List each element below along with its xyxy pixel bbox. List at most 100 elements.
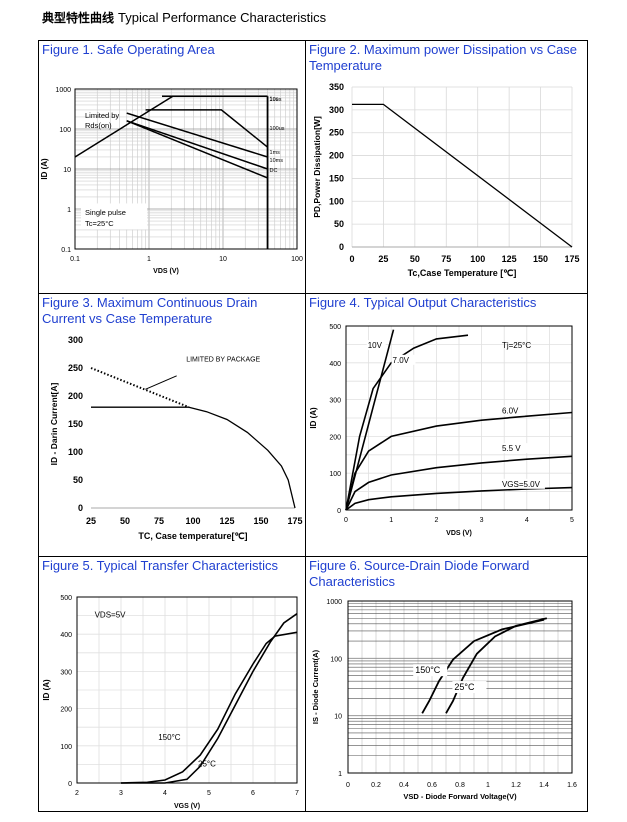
figure-1-cell: Figure 1. Safe Operating Area 0.1 1 10 100 0… bbox=[38, 40, 306, 294]
figure-3-cell: Figure 3. Maximum Continuous Drain Curre… bbox=[38, 293, 306, 557]
id-y-tick: 250 bbox=[68, 363, 83, 373]
id-annotation-arrow bbox=[145, 375, 177, 390]
id-x-tick: 25 bbox=[86, 516, 96, 526]
out-y-tick: 200 bbox=[329, 434, 341, 441]
id-y-tick: 150 bbox=[68, 419, 83, 429]
id-annotation: LIMITED BY PACKAGE bbox=[186, 356, 260, 363]
soa-x-tick: 1 bbox=[147, 256, 151, 263]
figure-2-cell: Figure 2. Maximum power Dissipation vs C… bbox=[305, 40, 588, 294]
tr-y-tick: 100 bbox=[60, 744, 72, 751]
figure-6-chart: 0 0.2 0.4 0.6 0.8 1 1.2 1.4 1.6 1 10 100 1000 VSD - D… bbox=[311, 599, 577, 801]
figure-5-caption: Figure 5. Typical Transfer Characteristi… bbox=[42, 558, 279, 573]
soa-series-label: 10us bbox=[270, 97, 282, 103]
id-y-tick: 100 bbox=[68, 447, 83, 457]
soa-series-label: DC bbox=[270, 168, 278, 174]
out-series-label: 10V bbox=[368, 341, 383, 350]
pd-x-label: Tc,Case Temperature [℃] bbox=[408, 268, 517, 278]
tr-x-tick: 6 bbox=[251, 790, 255, 797]
id-y-label: ID - Darin Current[A] bbox=[49, 383, 59, 466]
pd-x-tick: 150 bbox=[533, 254, 548, 264]
soa-series-DC bbox=[126, 120, 268, 179]
di-x-tick: 0.2 bbox=[371, 782, 381, 789]
pd-y-tick: 150 bbox=[329, 173, 344, 183]
out-label-bg bbox=[391, 354, 416, 365]
di-x-tick: 1.4 bbox=[539, 782, 549, 789]
out-series-VGS=5.0V bbox=[345, 486, 573, 511]
di-y-tick: 100 bbox=[330, 656, 342, 663]
id-x-tick: 125 bbox=[219, 516, 234, 526]
id-x-tick: 175 bbox=[287, 516, 302, 526]
figure-3-caption: Figure 3. Maximum Continuous Drain Curre… bbox=[42, 295, 258, 326]
out-x-tick: 5 bbox=[570, 517, 574, 524]
soa-series-label: 1us bbox=[270, 97, 279, 103]
pd-y-tick: 350 bbox=[329, 82, 344, 92]
soa-annotation: Rds(on) bbox=[85, 121, 112, 130]
pd-y-tick: 300 bbox=[329, 105, 344, 115]
tr-x-tick: 5 bbox=[207, 790, 211, 797]
out-series-7.0V bbox=[345, 334, 469, 511]
di-y-tick: 10 bbox=[334, 714, 342, 721]
tr-y-tick: 400 bbox=[60, 632, 72, 639]
tr-y-tick: 200 bbox=[60, 707, 72, 714]
pd-x-tick: 50 bbox=[410, 254, 420, 264]
soa-series-label: 1ms bbox=[270, 150, 281, 156]
soa-annotation: Tc=25°C bbox=[85, 219, 114, 228]
id-y-tick: 300 bbox=[68, 335, 83, 345]
out-series-label: 6.0V bbox=[502, 407, 519, 416]
out-series-label: VGS=5.0V bbox=[502, 480, 541, 489]
soa-series-label: 100us bbox=[270, 126, 285, 132]
pd-y-label: PD,Power Dissipation[W] bbox=[312, 116, 322, 218]
pd-x-tick: 175 bbox=[564, 254, 579, 264]
di-frame bbox=[347, 600, 573, 774]
out-y-tick: 100 bbox=[329, 471, 341, 478]
out-y-label: ID (A) bbox=[309, 407, 318, 429]
tr-series-label: 25°C bbox=[198, 759, 216, 768]
figure-5-chart: 2 3 4 5 6 7 0 100 200 300 400 500 VGS (V) ID (A) 150°C… bbox=[42, 595, 299, 810]
id-y-tick: 50 bbox=[73, 475, 83, 485]
soa-annotation-bg bbox=[81, 203, 147, 230]
out-y-tick: 0 bbox=[337, 508, 341, 515]
soa-series-100us bbox=[145, 109, 269, 148]
tr-x-tick: 4 bbox=[163, 790, 167, 797]
id-x-tick: 100 bbox=[185, 516, 200, 526]
figure-2-chart: 0 25 50 75 100 125 150 175 0 50 100 150 200 250 300 350… bbox=[312, 82, 580, 278]
id-x-tick: 50 bbox=[120, 516, 130, 526]
out-x-tick: 0 bbox=[344, 517, 348, 524]
tr-y-tick: 300 bbox=[60, 669, 72, 676]
pd-y-tick: 50 bbox=[334, 219, 344, 229]
pd-x-tick: 100 bbox=[470, 254, 485, 264]
id-x-tick: 150 bbox=[253, 516, 268, 526]
tr-frame bbox=[76, 596, 298, 784]
soa-series-1ms bbox=[126, 112, 268, 158]
soa-series-10ms bbox=[126, 120, 268, 170]
out-annotation: Tj=25°C bbox=[502, 341, 531, 350]
di-label-bg bbox=[413, 664, 448, 677]
soa-x-tick: 100 bbox=[291, 256, 303, 263]
di-series-label: 150°C bbox=[415, 665, 441, 675]
id-x-label: TC, Case temperature[℃] bbox=[138, 531, 247, 541]
soa-y-tick: 0.1 bbox=[61, 247, 71, 254]
tr-x-label: VGS (V) bbox=[174, 803, 200, 810]
tr-y-tick: 0 bbox=[68, 781, 72, 788]
pd-y-tick: 100 bbox=[329, 196, 344, 206]
out-series-5.5 V bbox=[345, 455, 573, 511]
figure-6-cell: Figure 6. Source-Drain Diode Forward Cha… bbox=[305, 556, 588, 812]
di-x-tick: 1.6 bbox=[567, 782, 577, 789]
out-label-bg bbox=[500, 443, 530, 454]
di-x-tick: 0.6 bbox=[427, 782, 437, 789]
page-title-cn: 典型特性曲线 bbox=[42, 11, 115, 25]
tr-annotation: VDS=5V bbox=[95, 610, 127, 619]
soa-x-label: VDS (V) bbox=[153, 268, 179, 275]
soa-series-label: 10ms bbox=[270, 158, 284, 164]
pd-y-tick: 200 bbox=[329, 151, 344, 161]
di-y-tick: 1 bbox=[338, 771, 342, 778]
di-x-tick: 1.2 bbox=[511, 782, 521, 789]
tr-series-150°C bbox=[120, 631, 298, 784]
pd-y-tick: 0 bbox=[339, 242, 344, 252]
out-y-tick: 500 bbox=[329, 324, 341, 331]
pd-y-tick: 250 bbox=[329, 128, 344, 138]
di-x-tick: 0.4 bbox=[399, 782, 409, 789]
pd-x-tick: 125 bbox=[502, 254, 517, 264]
di-x-tick: 0 bbox=[346, 782, 350, 789]
di-y-label: IS - Diode Current(A) bbox=[311, 649, 320, 724]
